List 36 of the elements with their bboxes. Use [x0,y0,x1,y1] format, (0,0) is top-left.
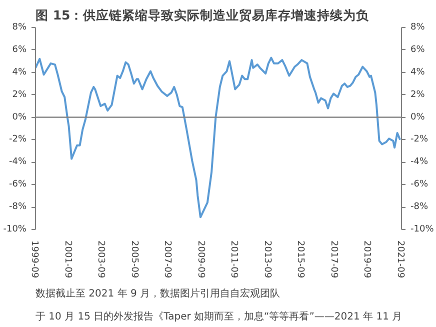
x-tick-label: 2009-09 [195,240,206,278]
y-tick-label: 2% [12,90,27,100]
text: 于 10 月 15 日的外发报告《Taper 如期而至，加息“等等再看”——2021 年 11 月 [36,310,402,322]
y-tick-label: 0% [12,112,27,122]
y2-tick-label: -8% [410,202,428,212]
x-tick-label: 2013-09 [262,240,272,278]
chart-title: 图 15：供应链紧缩导致实际制造业贸易库存增速持续为负 [36,8,370,22]
y2-tick-label: 8% [410,22,426,32]
y2-tick-label: 0% [410,112,426,122]
x-tick-label: 1999-09 [29,240,39,278]
y2-tick-label: 4% [410,67,426,78]
line-series [36,56,402,218]
y2-tick-label: 2% [410,90,426,100]
y2-tick-label: -2% [410,134,428,145]
y2-tick-label: 6% [410,44,426,55]
x-tick-label: 2019-09 [362,240,372,278]
x-tick-label: 2005-09 [128,240,139,278]
y-tick-label: -6% [8,180,27,190]
y2-tick-label: -10% [410,224,434,234]
y-tick-label: 8% [12,22,27,32]
y-tick-label: -10% [3,224,27,234]
y-tick-label: 4% [12,67,27,78]
y2-tick-label: -6% [410,180,428,190]
y-tick-label: 6% [12,44,27,55]
x-tick-label: 2021-09 [395,240,405,278]
x-tick-label: 2017-09 [328,240,338,278]
text: 数据截止至 2021 年 9 月，数据图片引用自自宏观团队 [36,288,280,300]
y-tick-label: -8% [8,202,27,212]
x-tick-label: 2003-09 [96,240,106,278]
y-tick-label: -4% [8,157,27,168]
y2-tick-label: -4% [410,157,428,168]
x-tick-label: 2015-09 [295,240,306,278]
x-tick-label: 2011-09 [228,240,239,278]
x-tick-label: 2001-09 [62,240,72,278]
x-tick-label: 2007-09 [162,240,172,278]
y-tick-label: -2% [8,134,27,145]
